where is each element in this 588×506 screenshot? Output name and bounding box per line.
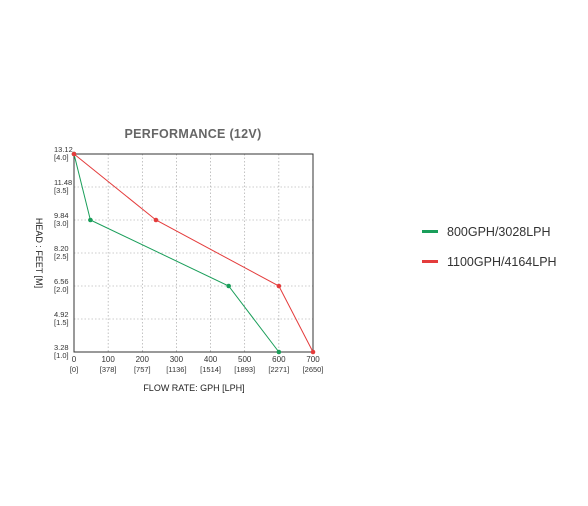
y-tick-label: 9.84 — [54, 211, 69, 220]
x-tick-sublabel: [1514] — [200, 365, 221, 374]
x-tick-label: 500 — [238, 355, 252, 364]
y-tick-label: 6.56 — [54, 277, 69, 286]
y-tick-label: 3.28 — [54, 343, 69, 352]
series-layer — [71, 151, 316, 355]
series-line-0 — [73, 153, 280, 353]
data-point — [310, 349, 316, 355]
chart-title: PERFORMANCE (12V) — [124, 127, 261, 141]
x-tick-sublabel: [0] — [70, 365, 78, 374]
x-tick-sublabel: [2271] — [268, 365, 289, 374]
x-tick-label: 100 — [101, 355, 115, 364]
x-tick-label: 600 — [272, 355, 286, 364]
x-axis-ticks: 0[0] 100[378] 200[757] 300[1136] 400[1514] 50… — [70, 355, 324, 374]
legend-item-1100gph: 1100GPH/4164LPH — [422, 254, 557, 269]
data-point — [71, 151, 77, 157]
legend-swatch-red — [422, 260, 438, 263]
x-tick-sublabel: [1136] — [166, 365, 186, 374]
series-line-1 — [73, 153, 314, 353]
legend-label-1100gph: 1100GPH/4164LPH — [447, 254, 557, 269]
data-point — [276, 349, 282, 355]
y-tick-label: 4.92 — [54, 310, 69, 319]
x-tick-label: 300 — [170, 355, 184, 364]
x-tick-label: 700 — [306, 355, 320, 364]
legend-label-800gph: 800GPH/3028LPH — [447, 224, 551, 239]
x-tick-label: 200 — [136, 355, 150, 364]
legend-swatch-green — [422, 230, 438, 233]
y-tick-label: 11.48 — [54, 178, 72, 187]
y-tick-sublabel: [3.0] — [54, 219, 69, 228]
y-tick-sublabel: [2.0] — [54, 285, 69, 294]
y-axis-label: HEAD : FEET [M] — [34, 218, 44, 288]
y-tick-label: 13.12 — [54, 145, 73, 154]
chart-legend: 800GPH/3028LPH 1100GPH/4164LPH — [422, 224, 557, 284]
y-tick-label: 8.20 — [54, 244, 69, 253]
y-tick-sublabel: [2.5] — [54, 252, 69, 261]
x-tick-sublabel: [378] — [100, 365, 117, 374]
x-tick-sublabel: [1893] — [234, 365, 255, 374]
y-tick-sublabel: [4.0] — [54, 153, 69, 162]
plot-area-frame — [73, 153, 314, 353]
y-tick-sublabel: [1.5] — [54, 318, 69, 327]
y-tick-sublabel: [1.0] — [54, 351, 69, 360]
data-point — [153, 217, 159, 223]
legend-item-800gph: 800GPH/3028LPH — [422, 224, 557, 239]
chart-grid — [74, 154, 313, 352]
y-axis-ticks: 13.12[4.0] 11.48[3.5] 9.84[3.0] 8.20[2.5] 6.… — [54, 145, 73, 360]
x-tick-label: 400 — [204, 355, 218, 364]
x-tick-label: 0 — [72, 355, 77, 364]
data-point — [226, 283, 231, 289]
data-point — [88, 217, 93, 223]
data-point — [276, 283, 282, 289]
y-tick-sublabel: [3.5] — [54, 186, 69, 195]
x-tick-sublabel: [2650] — [303, 365, 324, 374]
x-tick-sublabel: [757] — [134, 365, 151, 374]
x-axis-label: FLOW RATE: GPH [LPH] — [143, 383, 244, 393]
